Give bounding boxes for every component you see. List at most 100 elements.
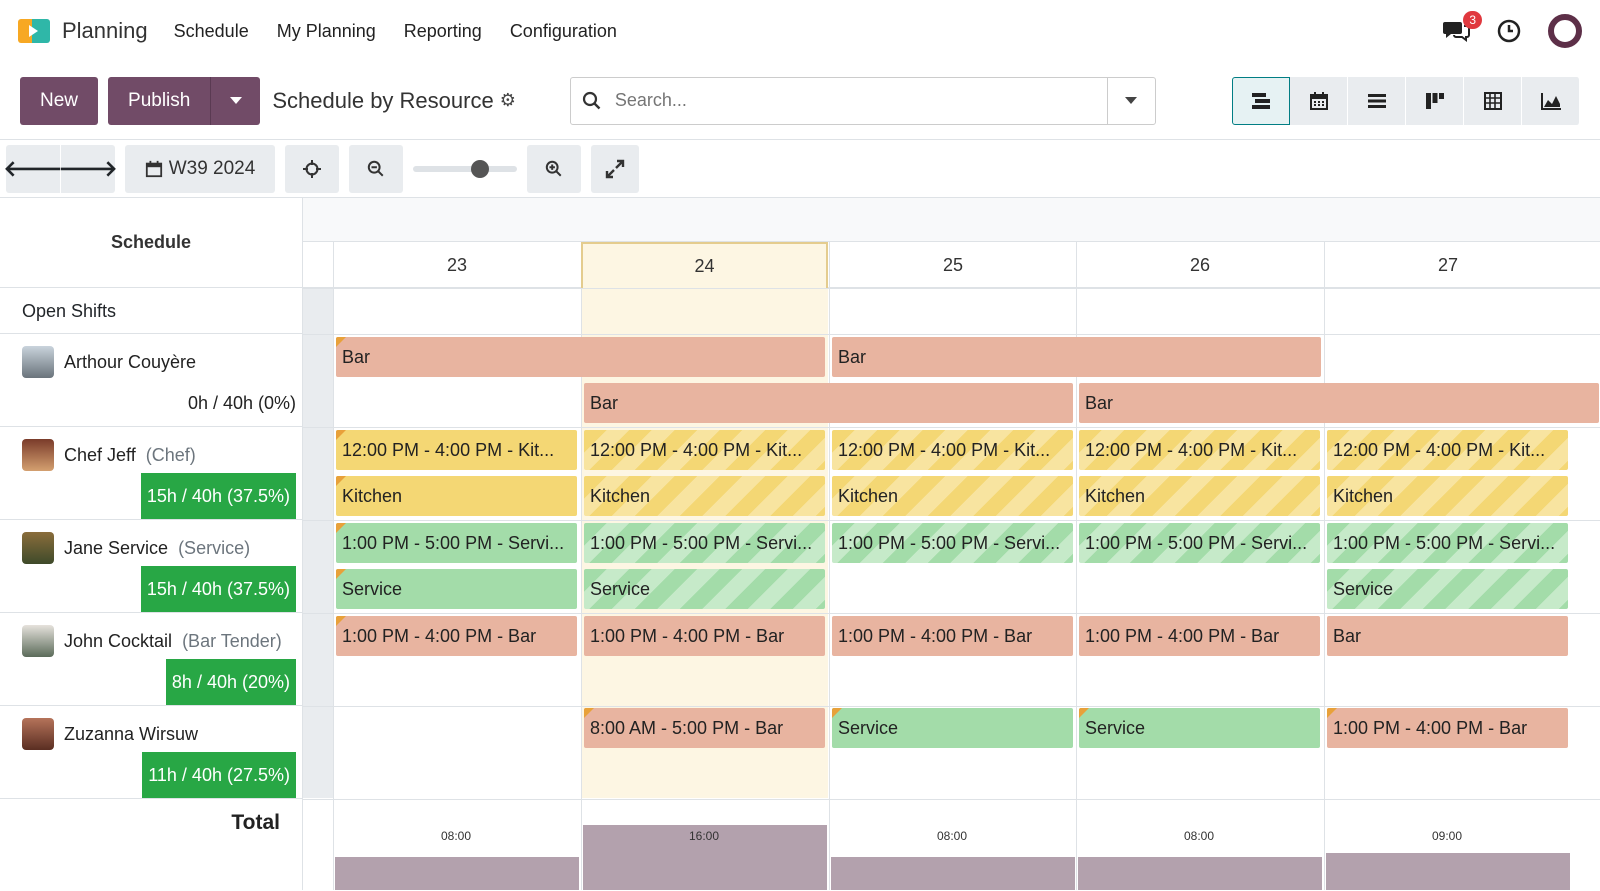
list-view-button[interactable] (1348, 76, 1406, 125)
menu-reporting[interactable]: Reporting (403, 20, 482, 41)
shift-label: Kitchen (838, 485, 899, 506)
kanban-view-button[interactable] (1406, 76, 1464, 125)
zoom-slider[interactable] (413, 159, 517, 178)
resource-name: Chef Jeff (64, 444, 136, 465)
shift-pill[interactable]: 12:00 PM - 4:00 PM - Kit... (832, 430, 1073, 470)
zoom-in-button[interactable] (527, 144, 581, 193)
avatar (22, 532, 54, 564)
shift-pill[interactable]: 12:00 PM - 4:00 PM - Kit... (336, 430, 577, 470)
resource-row[interactable]: Chef Jeff (Chef) 15h / 40h (37.5%) (0, 427, 302, 520)
focus-today-button[interactable] (285, 144, 339, 193)
shift-label: 12:00 PM - 4:00 PM - Kit... (1333, 439, 1546, 460)
zoom-out-button[interactable] (349, 144, 403, 193)
shift-label: Service (1085, 717, 1146, 738)
shift-pill[interactable]: 8:00 AM - 5:00 PM - Bar (584, 708, 825, 748)
shift-pill[interactable]: Service (832, 708, 1073, 748)
shift-pill[interactable]: Kitchen (1327, 476, 1568, 516)
resource-row[interactable]: John Cocktail (Bar Tender) 8h / 40h (20%) (0, 613, 302, 706)
clock-icon[interactable] (1496, 18, 1522, 44)
fullscreen-button[interactable] (591, 144, 639, 193)
total-hours-bar (1326, 853, 1570, 890)
calendar-icon (1309, 91, 1328, 110)
list-icon (1367, 93, 1386, 108)
unpublished-flag-icon (832, 708, 842, 718)
chevron-down-icon (1125, 97, 1138, 104)
shift-pill[interactable]: Service (1327, 569, 1568, 609)
shift-pill[interactable]: Bar (1079, 383, 1599, 423)
calendar-icon (145, 160, 162, 177)
app-name[interactable]: Planning (62, 18, 148, 43)
shift-pill[interactable]: 1:00 PM - 5:00 PM - Servi... (336, 523, 577, 563)
shift-pill[interactable]: Bar (336, 337, 825, 377)
messages-icon[interactable]: 3 (1442, 11, 1482, 45)
day-column-header[interactable]: 23 (333, 242, 580, 288)
shift-label: 1:00 PM - 5:00 PM - Servi... (342, 532, 565, 553)
shift-pill[interactable]: Service (1079, 708, 1320, 748)
resource-name: Arthour Couyère (64, 351, 197, 372)
shift-label: Service (342, 578, 403, 599)
next-button[interactable]: 🡒 (59, 144, 118, 193)
shift-label: 8:00 AM - 5:00 PM - Bar (590, 717, 784, 738)
calendar-view-button[interactable] (1290, 76, 1348, 125)
day-column-header[interactable]: 26 (1076, 242, 1323, 288)
shift-pill[interactable]: 1:00 PM - 5:00 PM - Servi... (1079, 523, 1320, 563)
previous-button[interactable]: 🡐 (4, 144, 63, 193)
shift-pill[interactable]: 1:00 PM - 4:00 PM - Bar (1079, 616, 1320, 656)
hours-badge: 8h / 40h (20%) (165, 659, 296, 705)
total-hours-label: 08:00 (936, 829, 968, 843)
shift-pill[interactable]: Service (584, 569, 825, 609)
user-avatar[interactable] (1548, 14, 1582, 48)
day-column-header[interactable]: 27 (1324, 242, 1571, 288)
unpublished-flag-icon (336, 569, 346, 579)
shift-pill[interactable]: Service (336, 569, 577, 609)
shift-pill[interactable]: Kitchen (832, 476, 1073, 516)
shift-pill[interactable]: Bar (1327, 616, 1568, 656)
shift-pill[interactable]: 1:00 PM - 4:00 PM - Bar (832, 616, 1073, 656)
resource-row[interactable]: Jane Service (Service) 15h / 40h (37.5%) (0, 520, 302, 613)
week-picker-button[interactable]: W39 2024 (125, 144, 275, 193)
zoom-slider-handle[interactable] (471, 159, 489, 178)
shift-pill[interactable]: 1:00 PM - 5:00 PM - Servi... (832, 523, 1073, 563)
publish-button[interactable]: Publish (108, 76, 211, 125)
graph-view-button[interactable] (1522, 76, 1580, 125)
search-input[interactable] (612, 80, 1107, 121)
hours-badge: 11h / 40h (27.5%) (142, 752, 296, 798)
shift-pill[interactable]: Bar (832, 337, 1321, 377)
open-shifts-label: Open Shifts (22, 301, 117, 321)
app-logo-icon[interactable] (18, 17, 52, 45)
day-column-header[interactable]: 24 (581, 242, 828, 288)
shift-pill[interactable]: 12:00 PM - 4:00 PM - Kit... (584, 430, 825, 470)
shift-pill[interactable]: 1:00 PM - 5:00 PM - Servi... (1327, 523, 1568, 563)
shift-pill[interactable]: 12:00 PM - 4:00 PM - Kit... (1327, 430, 1568, 470)
month-header (303, 198, 1600, 242)
total-hours-bar (831, 857, 1075, 890)
pivot-view-button[interactable] (1464, 76, 1522, 125)
shift-pill[interactable]: Bar (584, 383, 1073, 423)
shift-label: Service (838, 717, 899, 738)
resource-name: Zuzanna Wirsuw (64, 723, 199, 744)
top-navbar: Planning Schedule My Planning Reporting … (0, 0, 1600, 62)
day-column-header[interactable]: 25 (829, 242, 1076, 288)
menu-my-planning[interactable]: My Planning (276, 20, 376, 41)
shift-pill[interactable]: Kitchen (1079, 476, 1320, 516)
unpublished-flag-icon (336, 430, 346, 440)
publish-dropdown-toggle[interactable] (210, 76, 261, 125)
resource-row[interactable]: Arthour Couyère 0h / 40h (0%) (0, 334, 302, 427)
menu-schedule[interactable]: Schedule (173, 20, 249, 41)
zoom-in-icon (545, 160, 562, 176)
shift-pill[interactable]: 1:00 PM - 5:00 PM - Servi... (584, 523, 825, 563)
gear-icon[interactable]: ⚙ (499, 90, 516, 110)
shift-pill[interactable]: 1:00 PM - 4:00 PM - Bar (336, 616, 577, 656)
shift-pill[interactable]: 1:00 PM - 4:00 PM - Bar (584, 616, 825, 656)
open-shifts-row[interactable]: Open Shifts (0, 288, 302, 334)
unpublished-flag-icon (336, 476, 346, 486)
shift-pill[interactable]: Kitchen (336, 476, 577, 516)
shift-pill[interactable]: 12:00 PM - 4:00 PM - Kit... (1079, 430, 1320, 470)
menu-configuration[interactable]: Configuration (509, 20, 617, 41)
gantt-view-button[interactable] (1232, 76, 1290, 125)
search-options-toggle[interactable] (1106, 77, 1155, 124)
resource-row[interactable]: Zuzanna Wirsuw 11h / 40h (27.5%) (0, 706, 302, 799)
shift-pill[interactable]: 1:00 PM - 4:00 PM - Bar (1327, 708, 1568, 748)
shift-pill[interactable]: Kitchen (584, 476, 825, 516)
new-button[interactable]: New (20, 76, 99, 125)
